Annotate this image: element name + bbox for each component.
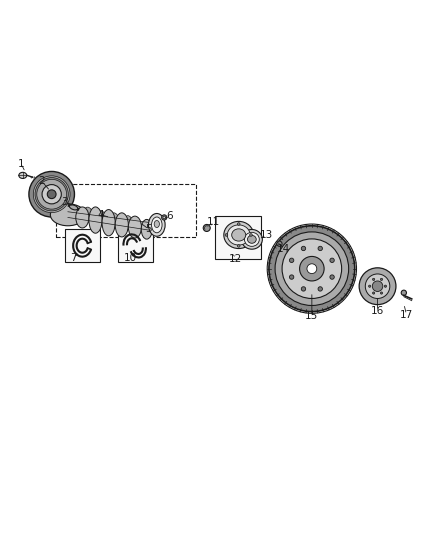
Ellipse shape bbox=[237, 245, 240, 247]
Text: 1: 1 bbox=[18, 159, 25, 168]
Ellipse shape bbox=[19, 172, 27, 179]
Ellipse shape bbox=[152, 217, 162, 233]
Ellipse shape bbox=[244, 232, 259, 246]
Ellipse shape bbox=[237, 223, 240, 225]
Text: 2: 2 bbox=[38, 176, 45, 186]
Ellipse shape bbox=[380, 278, 383, 280]
Ellipse shape bbox=[330, 258, 334, 262]
Ellipse shape bbox=[33, 176, 70, 213]
Ellipse shape bbox=[250, 233, 252, 236]
Ellipse shape bbox=[162, 215, 167, 220]
Ellipse shape bbox=[359, 268, 396, 304]
Ellipse shape bbox=[29, 172, 74, 217]
Ellipse shape bbox=[115, 213, 128, 237]
Ellipse shape bbox=[365, 274, 390, 298]
Ellipse shape bbox=[275, 232, 349, 305]
Ellipse shape bbox=[225, 233, 228, 236]
Text: 5: 5 bbox=[145, 224, 152, 235]
Ellipse shape bbox=[76, 207, 89, 228]
Ellipse shape bbox=[269, 226, 355, 312]
Ellipse shape bbox=[372, 278, 374, 280]
Ellipse shape bbox=[372, 292, 374, 294]
Ellipse shape bbox=[300, 256, 324, 281]
Ellipse shape bbox=[203, 224, 210, 231]
Ellipse shape bbox=[96, 211, 106, 226]
Ellipse shape bbox=[148, 214, 165, 236]
Ellipse shape bbox=[307, 264, 317, 273]
Ellipse shape bbox=[318, 287, 322, 291]
Ellipse shape bbox=[50, 204, 85, 226]
Ellipse shape bbox=[401, 290, 406, 295]
Text: 11: 11 bbox=[207, 217, 220, 227]
Ellipse shape bbox=[232, 229, 246, 241]
Text: 15: 15 bbox=[305, 311, 318, 320]
Ellipse shape bbox=[290, 258, 294, 262]
Ellipse shape bbox=[69, 205, 78, 210]
Text: 6: 6 bbox=[166, 211, 173, 221]
Text: 14: 14 bbox=[277, 244, 290, 254]
Ellipse shape bbox=[163, 216, 166, 219]
Ellipse shape bbox=[227, 225, 250, 245]
Ellipse shape bbox=[290, 275, 294, 279]
Bar bbox=[118, 229, 153, 262]
Ellipse shape bbox=[247, 236, 256, 243]
Ellipse shape bbox=[384, 285, 387, 287]
Ellipse shape bbox=[368, 285, 371, 287]
Text: 17: 17 bbox=[400, 310, 413, 320]
Ellipse shape bbox=[37, 179, 67, 209]
Ellipse shape bbox=[83, 207, 92, 222]
Ellipse shape bbox=[301, 287, 306, 291]
Ellipse shape bbox=[47, 190, 56, 199]
Ellipse shape bbox=[35, 177, 68, 211]
Text: 13: 13 bbox=[260, 230, 273, 240]
Ellipse shape bbox=[372, 281, 383, 292]
Ellipse shape bbox=[124, 216, 132, 230]
Ellipse shape bbox=[330, 275, 334, 279]
Text: 7: 7 bbox=[70, 253, 77, 263]
Text: 10: 10 bbox=[124, 253, 137, 263]
Text: 16: 16 bbox=[371, 306, 384, 316]
Text: 4: 4 bbox=[97, 210, 104, 220]
Ellipse shape bbox=[318, 246, 322, 251]
Bar bbox=[56, 184, 196, 237]
Text: 12: 12 bbox=[229, 254, 242, 264]
Ellipse shape bbox=[89, 207, 102, 233]
Ellipse shape bbox=[141, 220, 152, 239]
Text: 3: 3 bbox=[61, 197, 68, 207]
Ellipse shape bbox=[224, 221, 254, 248]
Bar bbox=[215, 216, 261, 259]
Bar bbox=[65, 229, 100, 262]
Ellipse shape bbox=[241, 230, 262, 249]
Ellipse shape bbox=[277, 241, 282, 246]
Ellipse shape bbox=[109, 213, 119, 228]
Ellipse shape bbox=[154, 221, 159, 228]
Ellipse shape bbox=[128, 216, 141, 238]
Ellipse shape bbox=[380, 292, 383, 294]
Ellipse shape bbox=[301, 246, 306, 251]
Ellipse shape bbox=[282, 239, 342, 298]
Ellipse shape bbox=[102, 209, 115, 236]
Ellipse shape bbox=[42, 184, 61, 204]
